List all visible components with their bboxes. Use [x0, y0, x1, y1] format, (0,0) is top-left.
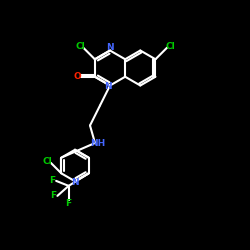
Text: O: O — [74, 72, 81, 81]
Text: N: N — [106, 44, 114, 52]
Text: Cl: Cl — [42, 157, 52, 166]
Text: F: F — [49, 176, 56, 186]
Text: NH: NH — [90, 138, 105, 147]
Text: F: F — [66, 199, 72, 208]
Text: N: N — [71, 178, 79, 187]
Text: F: F — [50, 192, 56, 200]
Text: N: N — [104, 82, 111, 91]
Text: Cl: Cl — [165, 42, 175, 51]
Text: Cl: Cl — [76, 42, 85, 51]
